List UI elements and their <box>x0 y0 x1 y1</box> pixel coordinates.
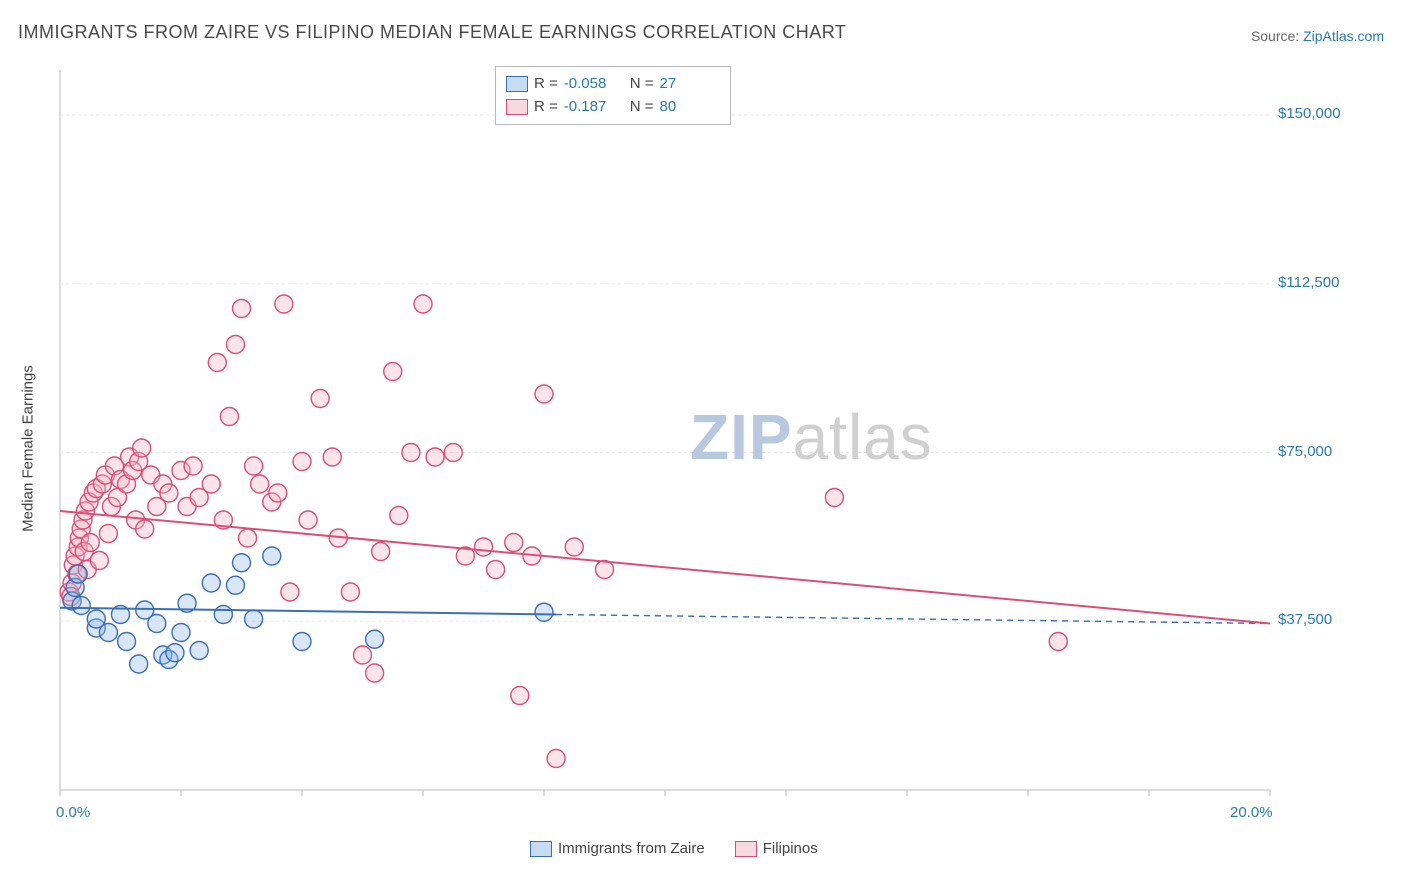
data-point <box>299 511 317 529</box>
data-point <box>475 538 493 556</box>
data-point <box>444 444 462 462</box>
data-point <box>99 525 117 543</box>
trend-line-extrapolated <box>556 615 1270 624</box>
legend-r-label: R = <box>534 96 558 119</box>
data-point <box>72 597 90 615</box>
y-tick-label: $37,500 <box>1278 611 1332 628</box>
data-point <box>511 687 529 705</box>
data-point <box>81 534 99 552</box>
data-point <box>372 543 390 561</box>
data-point <box>275 295 293 313</box>
data-point <box>384 363 402 381</box>
data-point <box>323 448 341 466</box>
legend-n-label: N = <box>630 96 654 119</box>
legend-n-value: 27 <box>660 73 720 96</box>
data-point <box>130 655 148 673</box>
trend-line <box>60 608 556 615</box>
legend-swatch <box>506 76 528 92</box>
data-point <box>90 552 108 570</box>
data-point <box>341 583 359 601</box>
data-point <box>269 484 287 502</box>
y-tick-label: $150,000 <box>1278 105 1341 122</box>
source-link[interactable]: ZipAtlas.com <box>1303 28 1384 44</box>
data-point <box>133 439 151 457</box>
data-point <box>535 603 553 621</box>
data-point <box>505 534 523 552</box>
data-point <box>245 610 263 628</box>
data-point <box>565 538 583 556</box>
y-axis-label: Median Female Earnings <box>20 365 37 532</box>
data-point <box>233 554 251 572</box>
data-point <box>220 408 238 426</box>
data-point <box>69 565 87 583</box>
legend-row: R = -0.058 N = 27 <box>506 73 720 96</box>
data-point <box>166 644 184 662</box>
source-label: Source: <box>1251 28 1303 44</box>
data-point <box>547 750 565 768</box>
legend-series: Immigrants from Zaire Filipinos <box>530 840 818 857</box>
legend-r-value: -0.187 <box>564 96 624 119</box>
x-tick-label: 0.0% <box>56 804 90 821</box>
scatter-plot <box>50 60 1330 820</box>
data-point <box>390 507 408 525</box>
legend-n-value: 80 <box>660 96 720 119</box>
data-point <box>226 576 244 594</box>
data-point <box>99 624 117 642</box>
data-point <box>426 448 444 466</box>
data-point <box>160 484 178 502</box>
data-point <box>263 547 281 565</box>
data-point <box>535 385 553 403</box>
data-point <box>487 561 505 579</box>
legend-row: R = -0.187 N = 80 <box>506 96 720 119</box>
y-tick-label: $112,500 <box>1278 274 1339 291</box>
data-point <box>366 664 384 682</box>
legend-series-name: Filipinos <box>763 840 818 857</box>
legend-swatch <box>735 841 757 857</box>
legend-correlation-box: R = -0.058 N = 27 R = -0.187 N = 80 <box>495 66 731 125</box>
data-point <box>311 390 329 408</box>
chart-title: IMMIGRANTS FROM ZAIRE VS FILIPINO MEDIAN… <box>18 22 846 43</box>
data-point <box>202 574 220 592</box>
source-attribution: Source: ZipAtlas.com <box>1251 28 1384 44</box>
data-point <box>148 615 166 633</box>
legend-r-label: R = <box>534 73 558 96</box>
data-point <box>118 633 136 651</box>
data-point <box>239 529 257 547</box>
legend-series-name: Immigrants from Zaire <box>558 840 705 857</box>
data-point <box>214 606 232 624</box>
data-point <box>825 489 843 507</box>
data-point <box>202 475 220 493</box>
x-tick-label: 20.0% <box>1230 804 1273 821</box>
legend-n-label: N = <box>630 73 654 96</box>
data-point <box>245 457 263 475</box>
legend-swatch <box>506 99 528 115</box>
legend-item: Filipinos <box>735 840 818 857</box>
data-point <box>414 295 432 313</box>
data-point <box>190 642 208 660</box>
y-tick-label: $75,000 <box>1278 443 1332 460</box>
legend-swatch <box>530 841 552 857</box>
data-point <box>293 633 311 651</box>
data-point <box>251 475 269 493</box>
data-point <box>402 444 420 462</box>
legend-r-value: -0.058 <box>564 73 624 96</box>
data-point <box>184 457 202 475</box>
data-point <box>136 520 154 538</box>
data-point <box>172 624 190 642</box>
legend-item: Immigrants from Zaire <box>530 840 705 857</box>
data-point <box>293 453 311 471</box>
data-point <box>281 583 299 601</box>
data-point <box>366 630 384 648</box>
data-point <box>226 336 244 354</box>
data-point <box>354 646 372 664</box>
data-point <box>1049 633 1067 651</box>
data-point <box>233 300 251 318</box>
data-point <box>208 354 226 372</box>
